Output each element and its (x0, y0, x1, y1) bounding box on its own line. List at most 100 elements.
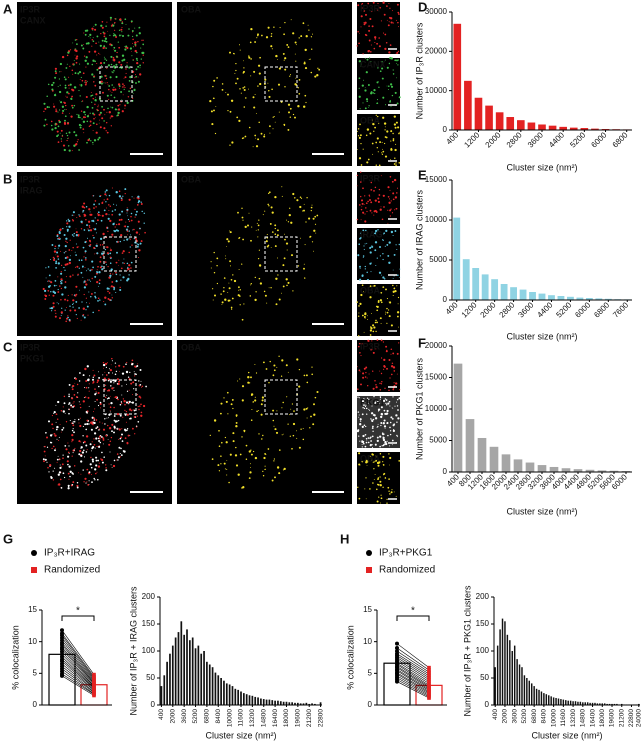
speckle (227, 292, 228, 293)
speckle (382, 445, 383, 446)
speckle (101, 68, 102, 69)
point (60, 674, 64, 678)
channel-label: IP3R (360, 3, 381, 13)
speckle (73, 421, 74, 422)
speckle (58, 248, 59, 249)
speckle (130, 216, 132, 218)
speckle (233, 53, 234, 54)
y-tick-label: 0 (368, 700, 373, 709)
speckle (227, 413, 228, 414)
speckle (95, 473, 96, 474)
speckle (72, 406, 74, 408)
speckle (391, 374, 393, 376)
speckle (242, 486, 244, 488)
speckle (102, 92, 104, 94)
speckle (276, 303, 278, 305)
speckle (275, 228, 276, 229)
speckle (118, 61, 120, 63)
speckle (293, 435, 295, 437)
speckle (239, 378, 240, 379)
speckle (86, 302, 87, 303)
speckle (85, 114, 86, 115)
speckle (284, 234, 285, 235)
speckle (389, 377, 390, 378)
speckle (68, 220, 70, 222)
speckle (381, 495, 382, 496)
speckle (379, 272, 381, 274)
speckle (374, 127, 376, 129)
speckle (107, 231, 108, 232)
speckle (267, 83, 268, 84)
speckle (111, 424, 113, 426)
speckle (115, 292, 116, 293)
speckle (265, 469, 266, 470)
speckle (284, 257, 286, 259)
speckle (43, 103, 45, 105)
channel-label: IP3R (20, 342, 41, 352)
speckle (373, 190, 375, 192)
speckle (98, 392, 100, 394)
speckle (97, 266, 99, 268)
x-tick-label: 24000 (636, 709, 642, 727)
bar (550, 467, 559, 472)
speckle (286, 396, 287, 397)
speckle (50, 291, 51, 292)
speckle (64, 477, 65, 478)
speckle (376, 489, 378, 491)
speckle (110, 91, 111, 92)
speckle (127, 213, 128, 214)
speckle (382, 456, 384, 458)
speckle (97, 300, 99, 302)
speckle (365, 107, 367, 109)
speckle (128, 28, 130, 30)
speckle (87, 115, 89, 117)
speckle (109, 111, 111, 113)
speckle (234, 280, 236, 282)
speckle (96, 223, 97, 224)
x-tick-label: 6800 (592, 300, 611, 319)
speckle (392, 133, 393, 134)
speckle (360, 383, 362, 385)
speckle (93, 411, 94, 412)
speckle (375, 320, 377, 322)
speckle (82, 435, 83, 436)
speckle (127, 270, 128, 271)
speckle (253, 71, 255, 73)
speckle (85, 60, 87, 62)
speckle (222, 301, 224, 303)
speckle (303, 210, 305, 212)
speckle (69, 113, 70, 114)
bar (558, 699, 559, 705)
speckle (55, 405, 56, 406)
speckle (131, 362, 132, 363)
speckle (133, 93, 134, 94)
bar (252, 696, 254, 705)
speckle (221, 304, 222, 305)
channel-label: PKG1 (360, 397, 385, 407)
speckle (383, 369, 384, 370)
speckle (63, 145, 65, 147)
speckle (115, 396, 117, 398)
speckle (53, 82, 55, 84)
speckle (383, 464, 384, 465)
speckle (87, 306, 89, 308)
x-tick-label: 10000 (550, 709, 557, 727)
speckle (125, 76, 127, 78)
speckle (113, 57, 115, 59)
speckle (239, 237, 240, 238)
speckle (83, 121, 85, 123)
speckle (365, 434, 367, 436)
speckle (364, 368, 366, 370)
y-tick-label: 5 (33, 668, 38, 677)
speckle (375, 417, 377, 419)
speckle (115, 366, 116, 367)
bar (563, 700, 564, 705)
speckle (290, 409, 291, 410)
bar (575, 701, 576, 705)
speckle (313, 403, 315, 405)
speckle (378, 201, 380, 203)
speckle (95, 206, 96, 207)
speckle (86, 451, 88, 453)
speckle (120, 29, 122, 31)
pair-line (397, 651, 429, 672)
